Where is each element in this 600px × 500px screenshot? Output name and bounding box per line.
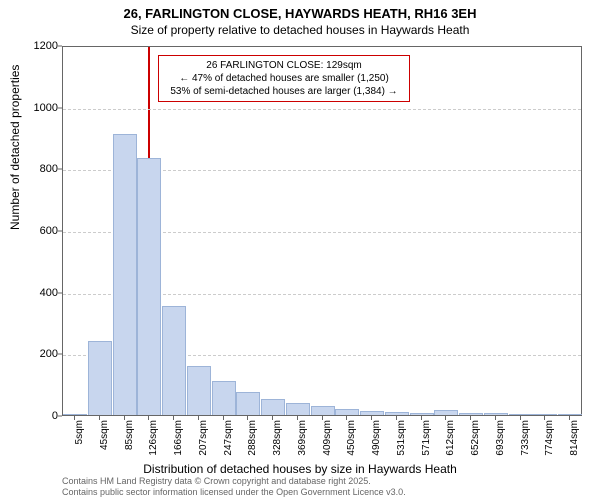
histogram-bar <box>113 134 137 415</box>
footer: Contains HM Land Registry data © Crown c… <box>62 476 406 498</box>
xtick-label: 45sqm <box>99 420 110 460</box>
ytick-mark <box>58 354 62 355</box>
xtick-label: 247sqm <box>223 420 234 460</box>
histogram-bar <box>360 411 384 415</box>
xtick-mark <box>198 416 199 420</box>
ytick-mark <box>58 107 62 108</box>
histogram-bar <box>558 414 582 415</box>
xtick-mark <box>223 416 224 420</box>
xtick-label: 531sqm <box>396 420 407 460</box>
histogram-bar <box>137 158 161 415</box>
ytick-label: 200 <box>40 348 58 360</box>
xtick-label: 571sqm <box>421 420 432 460</box>
grid-line <box>63 109 581 110</box>
title-sub: Size of property relative to detached ho… <box>0 21 600 41</box>
xtick-mark <box>247 416 248 420</box>
xtick-mark <box>173 416 174 420</box>
y-axis-label: Number of detached properties <box>8 65 22 230</box>
xtick-mark <box>148 416 149 420</box>
histogram-bar <box>509 414 533 415</box>
histogram-bar <box>533 414 557 415</box>
xtick-mark <box>544 416 545 420</box>
xtick-mark <box>99 416 100 420</box>
ytick-label: 400 <box>40 287 58 299</box>
histogram-bar <box>286 403 310 415</box>
ytick-label: 1200 <box>34 40 58 52</box>
xtick-label: 369sqm <box>297 420 308 460</box>
xtick-label: 207sqm <box>198 420 209 460</box>
xtick-label: 328sqm <box>272 420 283 460</box>
xtick-label: 288sqm <box>247 420 258 460</box>
xtick-label: 409sqm <box>322 420 333 460</box>
histogram-bar <box>162 306 186 415</box>
xtick-mark <box>272 416 273 420</box>
ytick-label: 600 <box>40 225 58 237</box>
xtick-mark <box>346 416 347 420</box>
annotation-line-2: ← 47% of detached houses are smaller (1,… <box>165 72 403 85</box>
histogram-bar <box>385 412 409 415</box>
histogram-bar <box>88 341 112 415</box>
ytick-label: 800 <box>40 163 58 175</box>
xtick-label: 774sqm <box>544 420 555 460</box>
xtick-mark <box>520 416 521 420</box>
xtick-label: 85sqm <box>124 420 135 460</box>
histogram-bar <box>459 413 483 415</box>
xtick-label: 814sqm <box>569 420 580 460</box>
xtick-label: 693sqm <box>495 420 506 460</box>
xtick-mark <box>371 416 372 420</box>
xtick-label: 612sqm <box>445 420 456 460</box>
xtick-label: 652sqm <box>470 420 481 460</box>
xtick-mark <box>421 416 422 420</box>
chart-area: 26 FARLINGTON CLOSE: 129sqm ← 47% of det… <box>62 46 582 416</box>
histogram-bar <box>434 410 458 415</box>
annotation-line-1: 26 FARLINGTON CLOSE: 129sqm <box>165 59 403 72</box>
ytick-mark <box>58 231 62 232</box>
ytick-mark <box>58 292 62 293</box>
title-main: 26, FARLINGTON CLOSE, HAYWARDS HEATH, RH… <box>0 0 600 21</box>
xtick-label: 733sqm <box>520 420 531 460</box>
xtick-mark <box>569 416 570 420</box>
histogram-bar <box>261 399 285 415</box>
x-axis-label: Distribution of detached houses by size … <box>0 462 600 476</box>
histogram-bar <box>311 406 335 415</box>
ytick-mark <box>58 46 62 47</box>
xtick-mark <box>396 416 397 420</box>
xtick-mark <box>74 416 75 420</box>
ytick-mark <box>58 169 62 170</box>
histogram-bar <box>236 392 260 415</box>
histogram-bar <box>212 381 236 415</box>
xtick-label: 166sqm <box>173 420 184 460</box>
xtick-mark <box>124 416 125 420</box>
xtick-mark <box>322 416 323 420</box>
ytick-label: 1000 <box>34 102 58 114</box>
xtick-mark <box>445 416 446 420</box>
annotation-box: 26 FARLINGTON CLOSE: 129sqm ← 47% of det… <box>158 55 410 102</box>
histogram-bar <box>335 409 359 415</box>
xtick-label: 126sqm <box>148 420 159 460</box>
xtick-mark <box>297 416 298 420</box>
histogram-bar <box>410 413 434 415</box>
annotation-line-3: 53% of semi-detached houses are larger (… <box>165 85 403 98</box>
ytick-mark <box>58 416 62 417</box>
footer-line-1: Contains HM Land Registry data © Crown c… <box>62 476 406 487</box>
histogram-bar <box>187 366 211 415</box>
footer-line-2: Contains public sector information licen… <box>62 487 406 498</box>
xtick-mark <box>470 416 471 420</box>
xtick-label: 490sqm <box>371 420 382 460</box>
histogram-bar <box>484 413 508 415</box>
xtick-label: 450sqm <box>346 420 357 460</box>
xtick-label: 5sqm <box>74 420 85 460</box>
xtick-mark <box>495 416 496 420</box>
histogram-bar <box>63 414 87 415</box>
